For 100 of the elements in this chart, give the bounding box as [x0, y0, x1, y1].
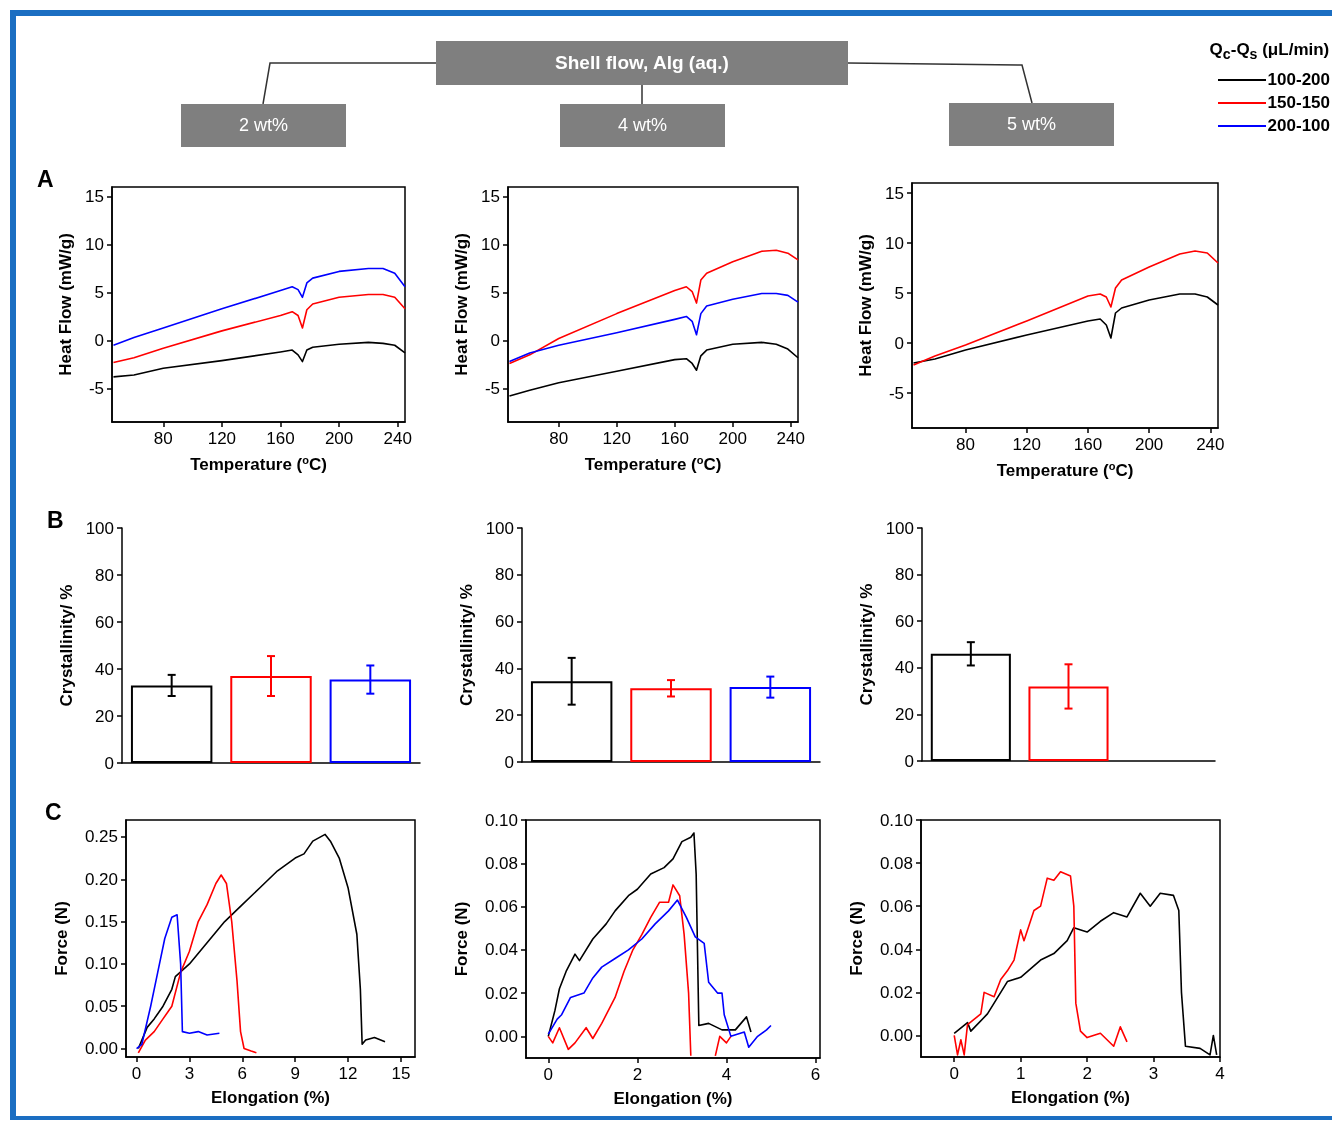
y-tick-label: 0.00: [84, 1039, 118, 1059]
text: A: [37, 165, 54, 192]
y-axis-title: Heat Flow (mW/g): [56, 233, 76, 376]
y-tick-label: 0: [94, 330, 104, 350]
x-tick-label: 4: [1215, 1064, 1225, 1083]
y-tick-label: 0.02: [484, 983, 518, 1003]
line-series: [508, 292, 799, 363]
x-tick-label: 15: [391, 1064, 411, 1083]
y-tick-label: 0: [894, 333, 904, 353]
y-tick-label: 0.06: [484, 897, 518, 917]
y-axis-title: Crystallinity/ %: [456, 584, 476, 706]
y-axis-title: Force (N): [452, 901, 471, 977]
text: 2 wt%: [181, 104, 346, 147]
x-tick-label: 6: [810, 1065, 821, 1084]
y-tick-label: 100: [85, 518, 114, 538]
line-series: [912, 250, 1219, 366]
text: Shell flow, Alg (aq.): [436, 41, 848, 85]
legend-label: 150-150: [1267, 92, 1330, 113]
x-tick-label: 9: [290, 1064, 300, 1083]
line-series: [112, 267, 406, 347]
y-tick-label: 20: [95, 706, 114, 726]
y-axis-title: Crystallinity/ %: [56, 584, 76, 707]
y-tick-label: 0.02: [879, 982, 913, 1002]
legend-label: 200-100: [1267, 115, 1330, 136]
x-tick-label: 80: [153, 429, 173, 448]
y-tick-label: 0: [490, 330, 500, 350]
x-axis-title: Elongation (%): [211, 1088, 330, 1107]
y-tick-label: 15: [481, 187, 500, 207]
y-tick-label: -5: [88, 378, 104, 398]
y-tick-label: 40: [95, 659, 114, 679]
y-tick-label: 10: [885, 233, 904, 253]
y-tick-label: 0.20: [84, 869, 118, 889]
x-tick-label: 200: [1134, 435, 1164, 454]
x-tick-label: 80: [549, 429, 569, 448]
y-tick-label: 0.08: [879, 853, 913, 873]
line-series: [135, 914, 221, 1050]
y-tick-label: 60: [495, 612, 514, 632]
y-tick-label: 15: [85, 187, 104, 207]
legend-label: 100-200: [1267, 69, 1330, 90]
x-axis-title: Elongation (%): [1011, 1088, 1130, 1107]
x-tick-label: 120: [602, 429, 631, 448]
x-tick-label: 160: [266, 429, 295, 448]
x-tick-label: 0: [949, 1064, 959, 1083]
x-tick-label: 200: [718, 429, 747, 448]
y-tick-label: 10: [481, 235, 500, 255]
y-tick-label: 15: [885, 183, 904, 203]
text: 5 wt%: [949, 103, 1114, 146]
x-tick-label: 3: [1148, 1064, 1159, 1083]
text: C: [45, 798, 62, 825]
y-tick-label: 60: [95, 612, 114, 632]
line-series: [137, 874, 258, 1054]
text: B: [47, 506, 64, 533]
x-axis-title: Elongation (%): [613, 1089, 733, 1108]
x-tick-label: 120: [1012, 435, 1041, 454]
line-series: [508, 249, 799, 365]
y-tick-label: 0.15: [84, 912, 118, 932]
legend-title: Q$_{c}$-Q$_{s}$ (μL/min): [1209, 40, 1330, 63]
x-tick-label: 160: [660, 429, 689, 448]
x-tick-label: 0: [543, 1065, 554, 1084]
y-tick-label: 0.05: [84, 996, 118, 1016]
y-tick-label: 0.10: [879, 810, 913, 830]
x-tick-label: 1: [1015, 1064, 1026, 1083]
line-series: [137, 833, 386, 1050]
x-tick-label: 6: [237, 1064, 248, 1083]
y-tick-label: 20: [895, 704, 914, 724]
y-tick-label: 100: [485, 518, 514, 538]
x-tick-label: 240: [383, 429, 412, 448]
x-tick-label: 0: [131, 1064, 142, 1083]
x-tick-label: 80: [956, 435, 976, 454]
y-tick-label: 60: [895, 611, 914, 631]
x-tick-label: 2: [632, 1065, 643, 1084]
y-tick-label: 0.08: [484, 853, 518, 873]
x-tick-label: 240: [776, 429, 805, 448]
y-axis-title: Force (N): [847, 901, 866, 976]
y-tick-label: 5: [94, 283, 104, 303]
line-series: [953, 870, 1128, 1056]
y-tick-label: 0.06: [879, 896, 913, 916]
y-tick-label: 20: [495, 705, 514, 725]
y-tick-label: 0: [504, 752, 514, 772]
y-tick-label: 0.25: [84, 827, 118, 847]
y-tick-label: 0.04: [484, 940, 518, 960]
y-tick-label: 0.10: [84, 954, 118, 974]
y-tick-label: 100: [885, 518, 914, 538]
y-axis-title: Force (N): [52, 901, 71, 976]
y-tick-label: 40: [495, 658, 514, 678]
y-tick-label: 80: [895, 565, 914, 585]
x-tick-label: 4: [721, 1065, 732, 1084]
y-tick-label: 0.04: [879, 939, 913, 959]
y-tick-label: 5: [490, 283, 500, 303]
y-tick-label: 0.00: [879, 1025, 913, 1045]
x-tick-label: 2: [1082, 1064, 1092, 1083]
y-tick-label: -5: [888, 383, 904, 403]
y-tick-label: 10: [85, 235, 104, 255]
y-axis-title: Heat Flow (mW/g): [856, 234, 876, 377]
x-tick-label: 3: [184, 1064, 195, 1083]
y-tick-label: 40: [895, 658, 914, 678]
y-tick-label: 80: [495, 565, 514, 585]
y-tick-label: -5: [484, 378, 500, 398]
y-axis-title: Crystallinity/ %: [856, 583, 876, 706]
x-tick-label: 200: [324, 429, 354, 448]
